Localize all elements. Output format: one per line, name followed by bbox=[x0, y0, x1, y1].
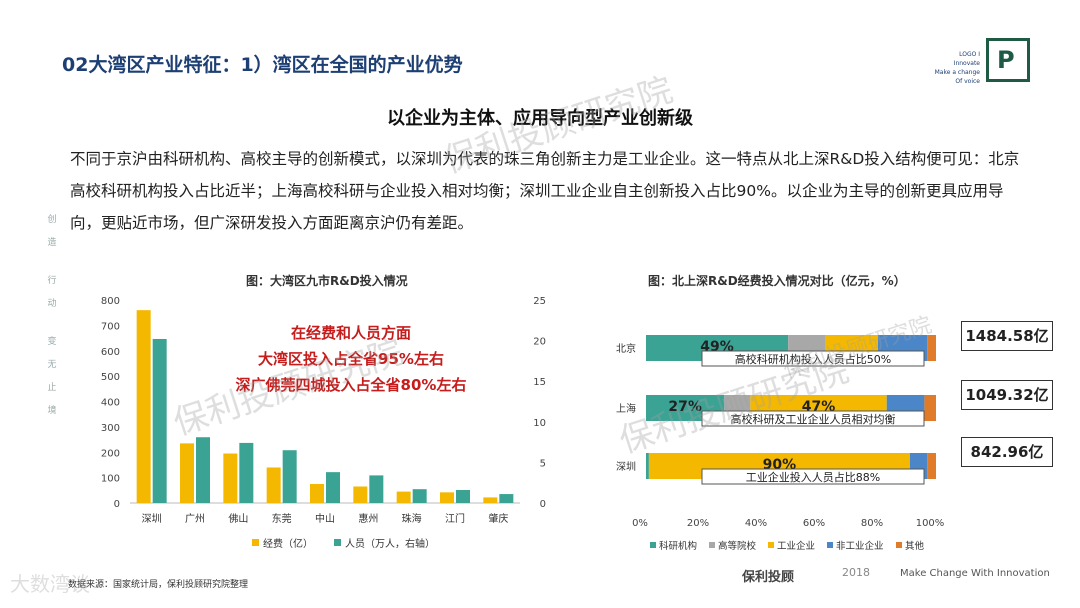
bar-personnel bbox=[239, 442, 254, 503]
x-tick-label: 广州 bbox=[185, 513, 205, 525]
x-tick-label: 东莞 bbox=[272, 512, 292, 525]
bar-funding bbox=[483, 497, 498, 503]
x-tick-label: 江门 bbox=[445, 512, 465, 525]
x-tick-label: 60% bbox=[803, 518, 825, 529]
bar-funding bbox=[396, 491, 411, 503]
x-tick-label: 肇庆 bbox=[488, 512, 508, 525]
legend-swatch bbox=[827, 542, 833, 548]
row-note: 工业企业投入人员占比88% bbox=[746, 470, 880, 484]
total-beijing: 1484.58亿 bbox=[961, 321, 1053, 351]
x-tick-label: 0% bbox=[632, 518, 648, 529]
data-label: 27% bbox=[668, 399, 702, 415]
bar-funding bbox=[310, 483, 324, 503]
bar-personnel bbox=[369, 475, 384, 503]
left-bar-chart: 0 100 200 300 400 500 600 700 800 0 5 10 15 20 25 深圳 广州 佛… bbox=[101, 296, 546, 550]
y-tick-label: 800 bbox=[101, 296, 120, 307]
x-tick-label: 80% bbox=[861, 518, 883, 529]
legend-label: 工业企业 bbox=[777, 540, 815, 552]
section-subtitle: 以企业为主体、应用导向型产业创新级 bbox=[387, 108, 693, 129]
y-tick-label: 100 bbox=[101, 474, 120, 485]
bar-personnel bbox=[456, 490, 470, 503]
bar-funding bbox=[180, 443, 194, 503]
row-note-box bbox=[701, 468, 925, 485]
stack-segment bbox=[927, 453, 936, 479]
footer-year: 2018 bbox=[842, 566, 870, 579]
y2-tick-label: 15 bbox=[533, 377, 546, 388]
legend-swatch bbox=[768, 542, 774, 548]
x-tick-label: 20% bbox=[687, 518, 709, 529]
bar-personnel bbox=[412, 489, 427, 503]
y-tick-label: 700 bbox=[101, 321, 120, 332]
page-title: 02大湾区产业特征：1）湾区在全国的产业优势 bbox=[62, 54, 463, 76]
legend-label: 高等院校 bbox=[718, 540, 757, 552]
bar-personnel bbox=[499, 494, 514, 503]
legend-label: 人员（万人，右轴） bbox=[345, 537, 435, 550]
legend-swatch bbox=[896, 542, 902, 548]
bar-personnel bbox=[326, 472, 340, 503]
y-tick-label: 500 bbox=[101, 372, 120, 383]
row-note: 高校科研机构投入人员占比50% bbox=[735, 352, 891, 366]
x-tick-label: 100% bbox=[916, 518, 945, 529]
y-tick-label: 200 bbox=[101, 448, 120, 459]
bar-funding bbox=[223, 453, 238, 503]
y2-tick-label: 25 bbox=[533, 296, 546, 307]
x-tick-label: 40% bbox=[745, 518, 767, 529]
row-note-box bbox=[701, 410, 925, 427]
total-shanghai: 1049.32亿 bbox=[961, 380, 1053, 410]
bar-funding bbox=[136, 310, 151, 503]
y-tick-label: 600 bbox=[101, 347, 120, 358]
x-tick-label: 佛山 bbox=[228, 512, 248, 525]
footer-brand: 保利投顾 bbox=[742, 570, 795, 585]
bar-personnel bbox=[152, 338, 167, 503]
y2-tick-label: 10 bbox=[533, 418, 546, 429]
total-shenzhen: 842.96亿 bbox=[961, 437, 1053, 467]
footer-tagline: Make Change With Innovation bbox=[900, 568, 1050, 579]
stack-segment bbox=[924, 395, 936, 421]
body-paragraph: 不同于京沪由科研机构、高校主导的创新模式，以深圳为代表的珠三角创新主力是工业企业… bbox=[70, 150, 1020, 232]
data-source: 数据来源：国家统计局，保利投顾研究院整理 bbox=[68, 580, 249, 590]
bar-funding bbox=[353, 486, 368, 503]
right-chart-title: 图：北上深R&D经费投入情况对比（亿元，%） bbox=[648, 274, 906, 288]
row-label: 上海 bbox=[616, 402, 636, 415]
legend-swatch bbox=[252, 539, 259, 546]
x-tick-label: 深圳 bbox=[142, 513, 162, 525]
legend-label: 其他 bbox=[905, 540, 925, 552]
logo-icon: P bbox=[986, 38, 1030, 82]
left-chart-title: 图：大湾区九市R&D投入情况 bbox=[246, 274, 408, 288]
right-stacked-chart: 北京 49%高校科研机构投入人员占比50%上海 27% 47%高校科研及工业企业人员相… bbox=[616, 335, 945, 552]
legend-swatch bbox=[334, 539, 341, 546]
y-tick-label: 300 bbox=[101, 423, 120, 434]
bar-personnel bbox=[196, 437, 210, 503]
row-note-box bbox=[701, 350, 925, 367]
side-slogan: 创 造 行 动 变 无 止 境 bbox=[47, 215, 57, 416]
bar-funding bbox=[266, 467, 281, 503]
y2-tick-label: 20 bbox=[533, 337, 546, 348]
legend-label: 非工业企业 bbox=[836, 540, 884, 552]
y-tick-label: 400 bbox=[101, 398, 120, 409]
bar-funding bbox=[440, 492, 454, 503]
left-chart-annotation: 在经费和人员方面 大湾区投入占全省95%左右 深广佛莞四城投入占全省80%左右 bbox=[235, 324, 467, 394]
row-note: 高校科研及工业企业人员相对均衡 bbox=[731, 412, 896, 426]
x-tick-label: 中山 bbox=[315, 512, 335, 525]
x-tick-label: 惠州 bbox=[358, 512, 378, 525]
logo-tagline: LOGO I Innovate Make a change Of voice bbox=[934, 51, 980, 85]
legend-label: 经费（亿） bbox=[263, 537, 313, 550]
row-label: 深圳 bbox=[616, 461, 636, 473]
y2-tick-label: 0 bbox=[540, 499, 546, 510]
bar-personnel bbox=[282, 450, 297, 503]
stack-segment bbox=[927, 335, 936, 361]
legend-swatch bbox=[709, 542, 715, 548]
stack-segment bbox=[646, 453, 649, 479]
y-tick-label: 0 bbox=[114, 499, 120, 510]
legend-swatch bbox=[650, 542, 656, 548]
y2-tick-label: 5 bbox=[540, 458, 546, 469]
row-label: 北京 bbox=[616, 342, 636, 355]
legend-label: 科研机构 bbox=[659, 540, 697, 552]
x-tick-label: 珠海 bbox=[402, 512, 422, 525]
